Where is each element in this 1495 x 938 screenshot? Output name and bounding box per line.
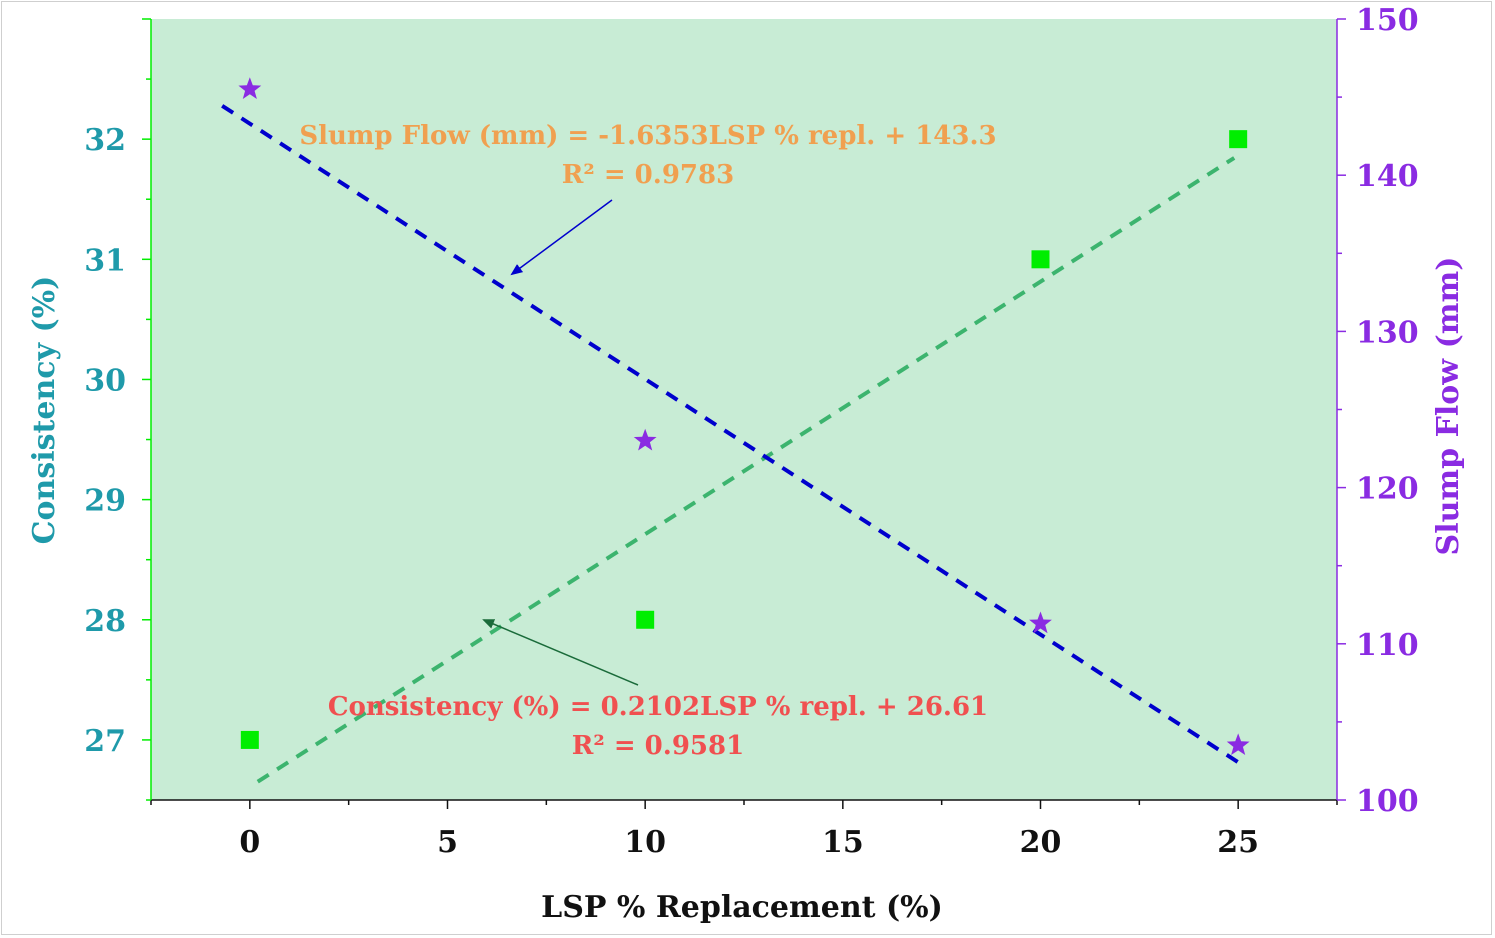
y-left-tick-label: 31 — [84, 243, 126, 278]
x-tick-label: 20 — [1020, 825, 1062, 860]
y-right-tick-label: 130 — [1356, 315, 1419, 350]
slump-flow-r-squared: R² = 0.9783 — [562, 160, 734, 190]
slump-flow-annotation-arrow — [510, 199, 613, 276]
slump-flow-equation: Slump Flow (mm) = -1.6353LSP % repl. + 1… — [299, 121, 996, 151]
y-right-tick-label: 100 — [1356, 784, 1419, 819]
y-left-tick-label: 27 — [84, 724, 126, 759]
y-left-tick-label: 32 — [84, 123, 126, 158]
y-right-tick-label: 120 — [1356, 472, 1419, 507]
plot-area — [151, 19, 1337, 800]
x-tick-label: 10 — [624, 825, 666, 860]
y-axis-title-right: Slump Flow (mm) — [1431, 257, 1466, 556]
y-right-tick-label: 110 — [1356, 628, 1419, 663]
y-left-tick-label: 28 — [84, 604, 126, 639]
consistency-trendline — [256, 156, 1236, 784]
x-tick-label: 0 — [239, 825, 260, 860]
consistency-point — [240, 730, 259, 749]
consistency-r-squared: R² = 0.9581 — [572, 731, 744, 761]
slump-flow-point — [238, 77, 262, 99]
slump-flow-trendline — [221, 104, 1240, 764]
slump-flow-point — [1226, 733, 1250, 756]
x-axis-title: LSP % Replacement (%) — [541, 890, 943, 925]
x-tick-label: 15 — [822, 825, 864, 860]
consistency-point — [1229, 130, 1248, 149]
consistency-point — [1031, 250, 1050, 269]
y-axis-title-left: Consistency (%) — [27, 276, 62, 545]
consistency-annotation-arrow — [482, 619, 639, 686]
consistency-point — [636, 610, 655, 629]
slump-flow-point — [633, 428, 657, 451]
y-right-tick-label: 140 — [1356, 159, 1419, 194]
y-right-tick-label: 150 — [1356, 3, 1419, 38]
slump-flow-point — [1029, 611, 1052, 634]
x-tick-label: 25 — [1217, 825, 1259, 860]
y-left-tick-label: 30 — [84, 363, 126, 398]
y-left-tick-label: 29 — [84, 484, 126, 519]
x-tick-label: 5 — [437, 825, 458, 860]
consistency-equation: Consistency (%) = 0.2102LSP % repl. + 26… — [328, 692, 988, 722]
